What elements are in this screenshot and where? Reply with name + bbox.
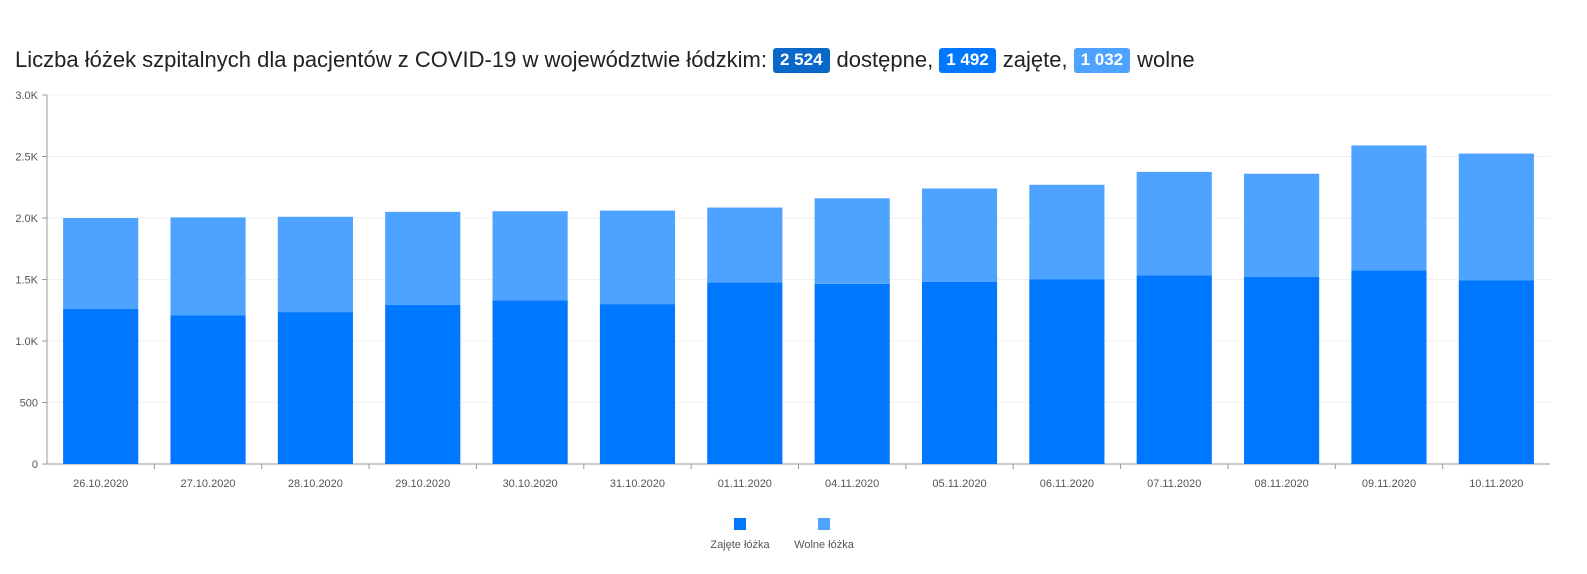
y-tick-label: 2.0K [15,213,38,225]
x-tick-label: 31.10.2020 [610,478,665,490]
legend-label-occupied[interactable]: Zajęte łóżka [710,539,770,551]
occupied-badge: 1 492 [939,47,996,73]
bar-free[interactable] [1458,153,1534,281]
occupied-label: zajęte, [1002,47,1068,72]
bar-occupied[interactable] [492,300,568,464]
bar-free[interactable] [170,217,246,316]
bar-occupied[interactable] [707,282,783,464]
x-tick-label: 28.10.2020 [288,478,343,490]
bar-free[interactable] [814,198,890,284]
y-tick-label: 2.5K [15,152,38,164]
x-tick-label: 05.11.2020 [932,478,986,490]
bar-occupied[interactable] [814,283,890,464]
x-tick-label: 29.10.2020 [395,478,450,490]
y-tick-label: 500 [20,398,38,410]
x-tick-label: 04.11.2020 [825,478,879,490]
chart-title: Liczba łóżek szpitalnych dla pacjentów z… [15,47,1195,73]
bar-free[interactable] [385,211,461,305]
bar-occupied[interactable] [1458,280,1534,464]
x-tick-label: 01.11.2020 [718,478,772,490]
x-tick-label: 09.11.2020 [1362,478,1416,490]
bar-free[interactable] [492,211,568,301]
bar-free[interactable] [1244,173,1320,278]
bar-occupied[interactable] [599,304,676,464]
bar-free[interactable] [707,207,783,283]
y-tick-label: 0 [32,459,38,471]
x-tick-label: 07.11.2020 [1147,478,1201,490]
x-tick-label: 06.11.2020 [1040,478,1094,490]
bar-free[interactable] [1136,171,1212,276]
legend-swatch-free[interactable] [818,518,830,530]
bar-free[interactable] [599,210,676,305]
y-tick-label: 1.5K [15,275,38,287]
y-tick-label: 1.0K [15,336,38,348]
title-prefix: Liczba łóżek szpitalnych dla pacjentów z… [15,47,767,72]
legend-swatch-occupied[interactable] [734,518,746,530]
bar-free[interactable] [277,216,353,313]
x-tick-label: 10.11.2020 [1469,478,1523,490]
bar-free[interactable] [1029,184,1105,280]
bar-occupied[interactable] [1351,270,1427,464]
bar-free[interactable] [1351,145,1427,271]
free-badge: 1 032 [1073,47,1131,73]
bar-free[interactable] [63,218,139,310]
bar-occupied[interactable] [277,312,353,464]
available-badge: 2 524 [773,47,830,73]
bar-occupied[interactable] [63,309,139,464]
x-tick-label: 30.10.2020 [503,478,558,490]
bar-occupied[interactable] [1244,277,1320,464]
bar-occupied[interactable] [921,281,998,464]
x-tick-label: 27.10.2020 [181,478,236,490]
legend-label-free[interactable]: Wolne łóżka [794,539,855,551]
bar-occupied[interactable] [1029,279,1105,465]
bar-occupied[interactable] [1136,275,1212,464]
available-label: dostępne, [836,47,934,72]
x-tick-label: 26.10.2020 [73,478,128,490]
x-tick-label: 08.11.2020 [1254,478,1308,490]
bar-free[interactable] [921,188,998,282]
free-label: wolne [1137,47,1195,72]
bar-occupied[interactable] [385,304,461,464]
y-tick-label: 3.0K [15,90,38,102]
bar-occupied[interactable] [170,315,246,464]
